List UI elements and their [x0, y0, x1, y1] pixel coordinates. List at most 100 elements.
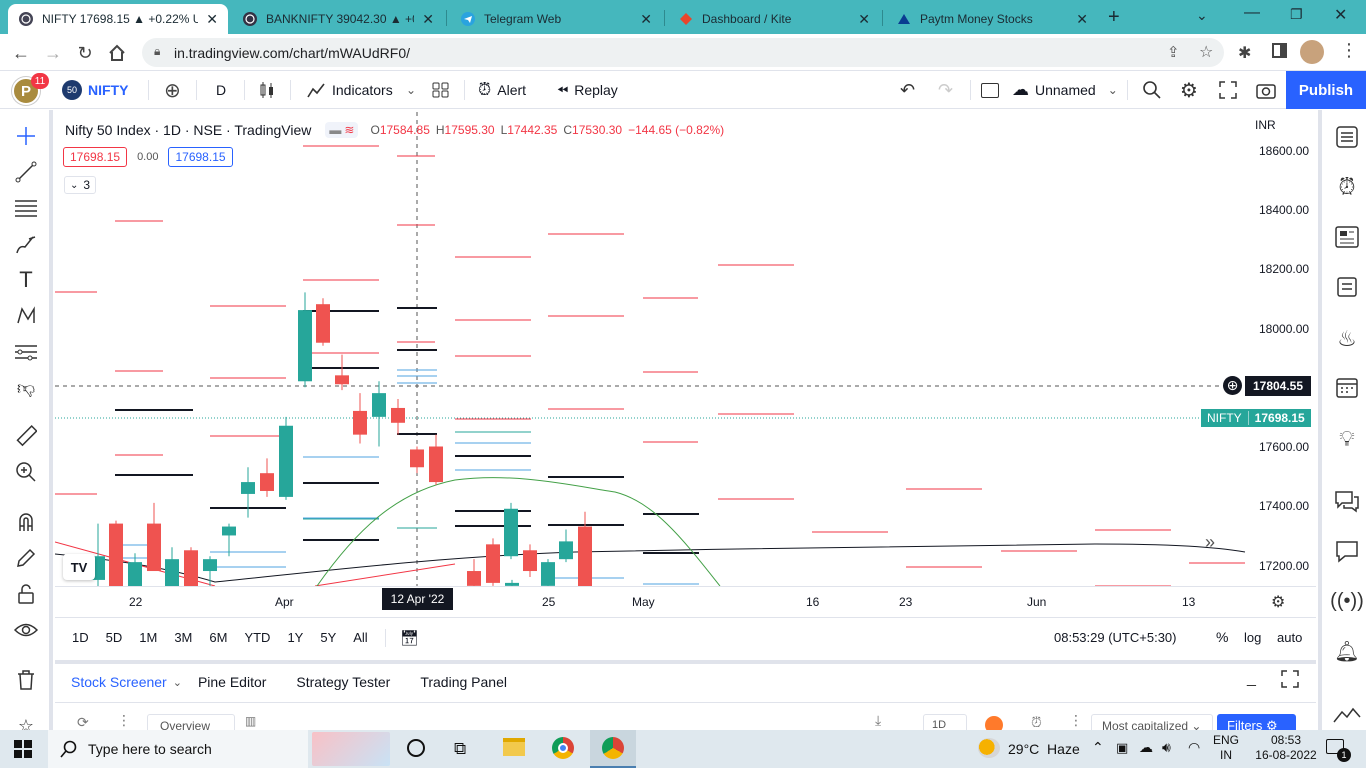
url-omnibox[interactable]: 🔒︎ in.tradingview.com/chart/mWAUdRF0/ ⇪ …: [142, 38, 1224, 67]
templates-button[interactable]: [432, 71, 450, 109]
publish-button[interactable]: Publish: [1286, 71, 1366, 109]
minimize-window-button[interactable]: —: [1244, 4, 1260, 21]
timeframe-1m[interactable]: 1M: [139, 630, 158, 645]
taskbar-search-box[interactable]: Type here to search: [48, 730, 308, 768]
scroll-to-realtime-chevron-icon[interactable]: »: [1205, 532, 1216, 552]
forward-button[interactable]: →: [44, 42, 62, 63]
home-button[interactable]: [104, 40, 130, 66]
language-indicator[interactable]: ENG IN: [1213, 733, 1239, 763]
legend-title[interactable]: Nifty 50 Index · 1D · NSE · TradingView: [65, 122, 312, 138]
alarm-clock-icon[interactable]: ⏰︎: [1031, 714, 1042, 730]
indicators-collapse-toggle[interactable]: ⌄ 3: [64, 176, 97, 194]
timeframe-all[interactable]: All: [353, 630, 368, 645]
alerts-panel-button[interactable]: ⏰︎: [1332, 172, 1362, 202]
streams-button[interactable]: ((•)): [1330, 586, 1364, 616]
browser-tab-kite[interactable]: Dashboard / Kite ✕: [668, 4, 880, 34]
browser-tab-telegram[interactable]: Telegram Web ✕: [450, 4, 662, 34]
bookmark-star-icon[interactable]: ☆: [1199, 44, 1214, 61]
tab-stock-screener[interactable]: Stock Screener: [71, 674, 167, 690]
tab-strategy-tester[interactable]: Strategy Tester: [296, 674, 391, 690]
undo-button[interactable]: ↶: [900, 79, 916, 100]
maximize-panel-button[interactable]: [1281, 670, 1299, 691]
replay-button[interactable]: ⏪︎ Replay: [557, 71, 618, 109]
extensions-icon[interactable]: ✱: [1238, 45, 1252, 62]
log-scale-toggle[interactable]: log: [1244, 630, 1262, 645]
back-button[interactable]: ←: [12, 42, 30, 63]
lock-drawings-tool[interactable]: [12, 580, 40, 608]
crosshair-tool[interactable]: [12, 122, 40, 150]
icons-tool[interactable]: 👎︎: [12, 374, 40, 402]
snapshot-button[interactable]: [1256, 71, 1276, 109]
alert-button[interactable]: ⏰︎ Alert: [478, 71, 526, 109]
browser-tab-banknifty[interactable]: BANKNIFTY 39042.30 ▲ +0.4 ✕: [232, 4, 444, 34]
data-window-button[interactable]: [1332, 272, 1362, 302]
search-button[interactable]: [1142, 71, 1162, 109]
browser-menu-icon[interactable]: ⋮: [1340, 40, 1358, 60]
wifi-icon[interactable]: ◠: [1188, 739, 1201, 755]
help-button[interactable]: [1332, 700, 1362, 730]
volume-icon[interactable]: 🔊︎: [1162, 739, 1171, 755]
chrome-active-button[interactable]: [590, 730, 636, 768]
redo-button[interactable]: ↷: [938, 79, 954, 100]
brush-tool[interactable]: [12, 230, 40, 258]
auto-scale-toggle[interactable]: auto: [1277, 630, 1303, 645]
zoom-tool[interactable]: [12, 458, 40, 486]
weather-text[interactable]: 29°C Haze: [1008, 741, 1080, 757]
symbol-search[interactable]: 50 NIFTY: [62, 71, 128, 109]
settings-gear-button[interactable]: ⚙: [1180, 71, 1198, 109]
chevron-down-icon[interactable]: ⌄: [406, 83, 417, 97]
close-tab-icon[interactable]: ✕: [858, 10, 870, 27]
chart-type-button[interactable]: [258, 71, 276, 109]
chats-button[interactable]: [1332, 486, 1362, 516]
chart-canvas[interactable]: [55, 112, 1316, 657]
timeframe-3m[interactable]: 3M: [174, 630, 193, 645]
chevron-down-icon[interactable]: ⌄: [172, 676, 182, 689]
sidepanel-icon[interactable]: [1272, 43, 1287, 58]
refresh-icon[interactable]: ⟳: [77, 714, 89, 730]
measure-tool[interactable]: [12, 422, 40, 450]
windows-start-button[interactable]: [14, 740, 32, 761]
layout-select-button[interactable]: [981, 71, 999, 109]
tab-pine-editor[interactable]: Pine Editor: [197, 674, 267, 690]
fullscreen-button[interactable]: [1219, 71, 1237, 109]
close-window-button[interactable]: ✕: [1334, 7, 1348, 24]
action-center-icon[interactable]: [1326, 739, 1344, 754]
tab-search-chevron-icon[interactable]: ⌄: [1196, 7, 1208, 23]
timeframe-ytd[interactable]: YTD: [244, 630, 271, 645]
watchlist-button[interactable]: [1332, 122, 1362, 152]
tab-trading-panel[interactable]: Trading Panel: [420, 674, 507, 690]
chrome-icon[interactable]: [552, 737, 574, 759]
remove-drawings-tool[interactable]: [12, 666, 40, 694]
new-tab-button[interactable]: +: [1108, 6, 1120, 28]
clock-timezone[interactable]: 08:53:29 (UTC+5:30): [1054, 630, 1177, 645]
weather-haze-icon[interactable]: [978, 738, 1000, 758]
news-button[interactable]: [1332, 222, 1362, 252]
indicators-button[interactable]: Indicators: [306, 71, 393, 109]
minimize-panel-icon[interactable]: _: [1247, 670, 1256, 687]
chart-pane[interactable]: Nifty 50 Index · 1D · NSE · TradingView …: [55, 112, 1316, 657]
cortana-circle-icon[interactable]: [407, 739, 425, 757]
timeframe-1d[interactable]: 1D: [72, 630, 89, 645]
date-range-calendar-icon[interactable]: 📅︎: [399, 629, 419, 647]
columns-icon[interactable]: ▥: [245, 714, 257, 728]
timeframe-5y[interactable]: 5Y: [320, 630, 337, 645]
profile-avatar[interactable]: [1300, 40, 1324, 64]
timeframe-5d[interactable]: 5D: [105, 630, 123, 645]
timeframe-6m[interactable]: 6M: [209, 630, 228, 645]
text-tool[interactable]: T: [12, 266, 40, 294]
file-explorer-icon[interactable]: [503, 738, 525, 756]
more-options-icon[interactable]: ⋮: [1069, 712, 1083, 728]
buy-price-button[interactable]: 17698.15: [168, 147, 233, 167]
search-highlight-image[interactable]: [312, 732, 390, 766]
prediction-tool[interactable]: [12, 338, 40, 366]
close-tab-icon[interactable]: ✕: [640, 10, 652, 27]
task-view-icon[interactable]: ⧉: [454, 739, 467, 758]
download-icon[interactable]: ⤓: [875, 712, 882, 728]
tray-chevron-up-icon[interactable]: ⌃: [1092, 739, 1104, 755]
add-alert-plus-icon[interactable]: ⊕: [1223, 376, 1242, 395]
interval-button[interactable]: D: [216, 82, 227, 98]
percent-scale-toggle[interactable]: %: [1216, 629, 1229, 645]
hotlists-button[interactable]: ♨︎: [1332, 324, 1362, 354]
calendar-button[interactable]: [1332, 372, 1362, 402]
magnet-tool[interactable]: [12, 508, 40, 536]
